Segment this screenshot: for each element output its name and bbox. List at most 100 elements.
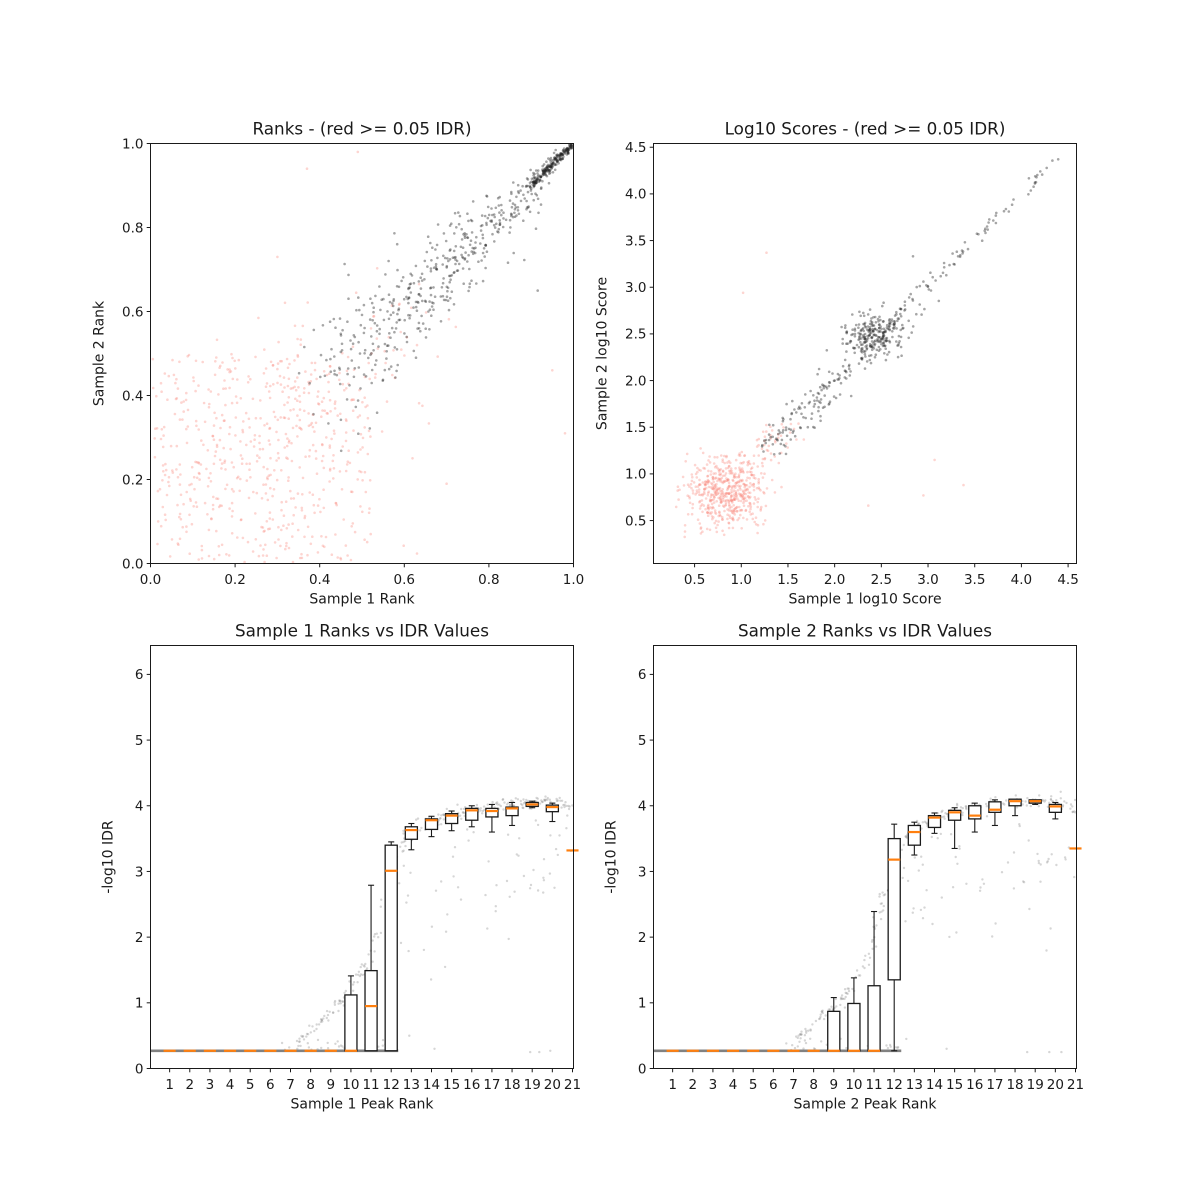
scatter-point	[333, 402, 337, 406]
scatter-point	[726, 466, 730, 470]
scatter-point	[200, 557, 204, 560]
scatter-point	[182, 410, 185, 413]
scatter-point	[155, 394, 158, 398]
scatter-point	[703, 480, 707, 484]
scatter-point	[375, 337, 379, 340]
scatter-point	[983, 229, 986, 232]
scatter-point	[704, 483, 707, 486]
scatter-point	[818, 1017, 821, 1021]
scatter-point	[835, 1005, 838, 1008]
scatter-point	[405, 295, 408, 299]
scatter-point	[741, 478, 744, 482]
scatter-point	[545, 170, 548, 173]
scatter-point	[251, 550, 255, 553]
scatter-point	[888, 340, 892, 344]
scatter-point	[748, 462, 752, 466]
scatter-point	[1039, 863, 1042, 866]
scatter-point	[740, 479, 744, 483]
scatter-point	[876, 338, 879, 341]
scatter-point	[321, 1020, 324, 1023]
scatter-point	[287, 476, 290, 479]
scatter-point	[473, 251, 477, 255]
scatter-point	[541, 800, 544, 804]
scatter-point	[747, 461, 750, 465]
scatter-point	[1048, 801, 1051, 804]
scatter-point	[332, 317, 336, 321]
scatter-point	[215, 497, 218, 500]
scatter-point	[285, 444, 289, 448]
scatter-point	[541, 179, 544, 183]
scatter-point	[748, 496, 751, 500]
scatter-point	[249, 476, 252, 479]
scatter-point	[698, 493, 701, 497]
scatter-point	[561, 149, 565, 152]
scatter-point	[819, 401, 822, 405]
scatter-point	[1073, 875, 1076, 879]
scatter-point	[782, 443, 786, 447]
scatter-point	[508, 218, 512, 222]
scatter-point	[357, 970, 361, 973]
scatter-point	[686, 494, 689, 498]
scatter-point	[1006, 861, 1010, 864]
scatter-point	[277, 538, 280, 541]
scatter-point	[356, 451, 360, 454]
scatter-point	[264, 492, 268, 495]
plot-area	[150, 795, 574, 1054]
scatter-point	[702, 490, 706, 494]
scatter-point	[283, 416, 287, 420]
scatter-point	[269, 384, 272, 388]
scatter-point	[479, 809, 482, 812]
scatter-point	[300, 556, 304, 560]
scatter-point	[713, 511, 717, 514]
scatter-point	[385, 344, 389, 348]
scatter-point	[223, 419, 226, 422]
scatter-point	[445, 264, 449, 268]
scatter-point	[344, 469, 348, 473]
scatter-point	[306, 301, 310, 304]
scatter-point	[867, 504, 870, 507]
scatter-point	[263, 348, 266, 351]
scatter-point	[569, 147, 573, 150]
scatter-point	[551, 171, 555, 174]
scatter-point	[562, 803, 565, 807]
scatter-point	[567, 804, 570, 808]
scatter-point	[416, 300, 419, 304]
scatter-point	[895, 310, 898, 314]
scatter-point	[750, 470, 753, 474]
scatter-point	[717, 470, 721, 473]
scatter-point	[439, 817, 442, 820]
scatter-point	[394, 327, 398, 330]
scatter-point	[441, 281, 445, 285]
scatter-point	[358, 469, 361, 473]
scatter-point	[529, 186, 532, 189]
scatter-point	[1061, 805, 1064, 808]
scatter-point	[303, 516, 307, 520]
scatter-point	[862, 311, 865, 315]
scatter-point	[706, 514, 710, 517]
scatter-point	[1069, 803, 1073, 806]
scatter-point	[239, 397, 243, 400]
scatter-point	[721, 494, 725, 498]
scatter-point	[989, 797, 992, 800]
scatter-point	[896, 355, 900, 359]
scatter-point	[266, 467, 269, 471]
scatter-point	[536, 178, 539, 181]
scatter-point	[269, 486, 272, 490]
scatter-point	[879, 348, 882, 351]
scatter-point	[702, 504, 706, 507]
scatter-point	[526, 190, 530, 194]
scatter-point	[725, 495, 728, 498]
scatter-point	[776, 433, 780, 436]
scatter-point	[298, 466, 302, 469]
scatter-point	[513, 890, 516, 893]
scatter-point	[333, 355, 336, 358]
scatter-point	[785, 442, 788, 445]
scatter-point	[339, 332, 343, 336]
scatter-point	[727, 478, 730, 482]
scatter-point	[283, 403, 286, 407]
scatter-point	[740, 527, 743, 530]
scatter-point	[685, 452, 689, 456]
scatter-point	[186, 408, 190, 412]
scatter-point	[291, 426, 295, 430]
scatter-point	[532, 868, 535, 872]
